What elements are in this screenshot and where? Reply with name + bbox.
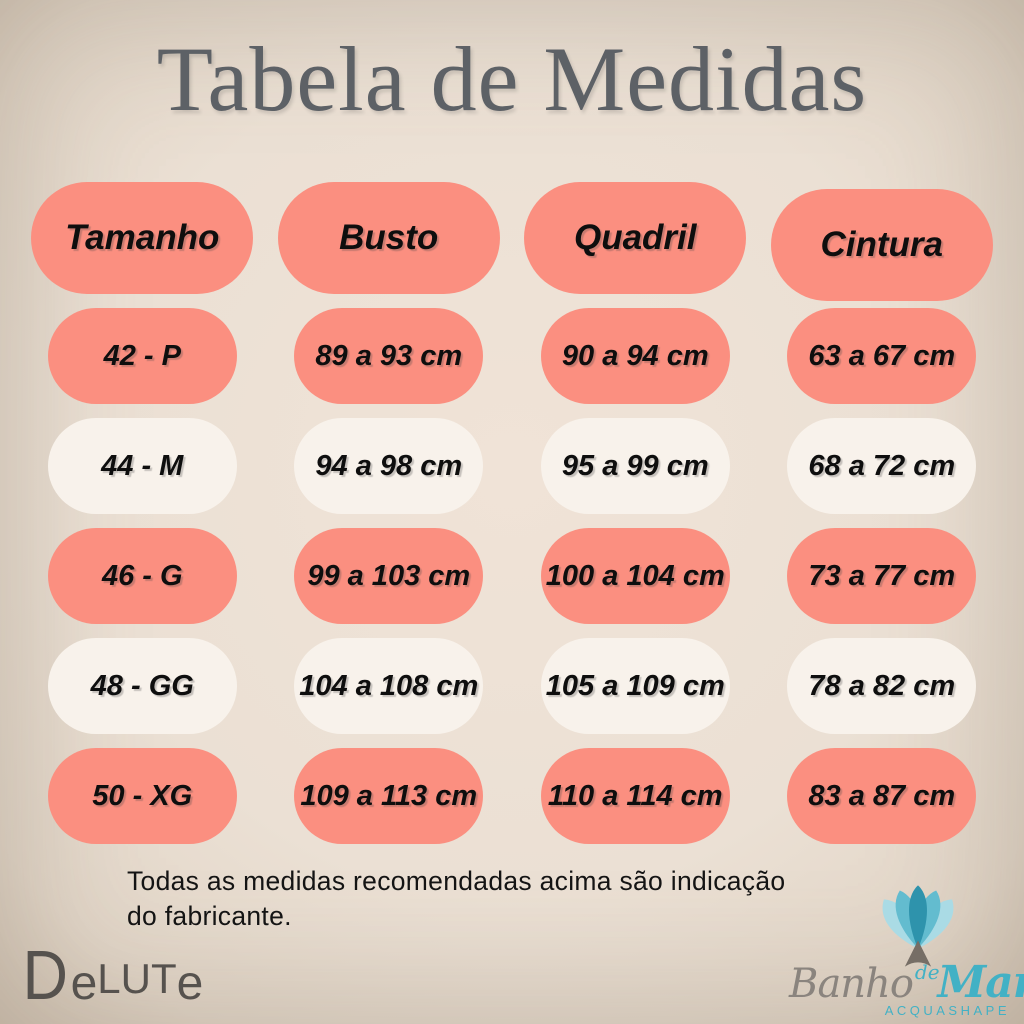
cell-value: 73 a 77 cm <box>808 559 956 592</box>
cell-value: 89 a 93 cm <box>315 339 463 372</box>
cell-value: 78 a 82 cm <box>808 669 956 702</box>
cell-value: 105 a 109 cm <box>545 669 725 702</box>
cell-value: 83 a 87 cm <box>808 779 956 812</box>
banho-de-mar-wordmark: Banho de Mar ® <box>789 961 1024 1005</box>
cell-value: 110 a 114 cm <box>547 779 723 812</box>
delute-letter: D <box>22 936 69 1014</box>
header-pill-tamanho: Tamanho <box>31 182 254 294</box>
cell-busto-50xg: 109 a 113 cm <box>294 748 484 844</box>
cell-busto-42p: 89 a 93 cm <box>294 308 484 404</box>
cell-size-42p: 42 - P <box>47 308 237 404</box>
cell-value: 63 a 67 cm <box>808 339 956 372</box>
shell-icon <box>882 885 954 967</box>
cell-cintura-50xg: 83 a 87 cm <box>787 748 977 844</box>
header-label: Busto <box>339 218 439 257</box>
header-label: Tamanho <box>65 218 220 257</box>
header-label: Quadril <box>573 218 697 257</box>
delute-letter: e <box>176 957 204 1010</box>
brand-word-de: de <box>914 960 940 984</box>
cell-value: 90 a 94 cm <box>561 339 709 372</box>
cell-quadril-44m: 95 a 99 cm <box>540 418 730 514</box>
cell-value: 50 - XG <box>92 779 193 812</box>
cell-quadril-50xg: 110 a 114 cm <box>540 748 730 844</box>
header-label: Cintura <box>820 225 943 264</box>
cell-value: 46 - G <box>101 559 183 592</box>
header-pill-quadril: Quadril <box>524 182 747 294</box>
manufacturer-note-line2: do fabricante. <box>127 901 292 931</box>
brand-word-banho: Banho <box>789 961 914 1007</box>
size-table: Tamanho Busto Quadril Cintura 42 - P 89 … <box>24 182 1000 844</box>
delute-logo: D e LUT e <box>20 936 204 1014</box>
cell-value: 109 a 113 cm <box>300 779 478 812</box>
delute-letter: e <box>70 957 98 1010</box>
brand-subtitle: ACQUASHAPE <box>884 1003 1010 1018</box>
cell-cintura-46g: 73 a 77 cm <box>787 528 977 624</box>
header-pill-cintura: Cintura <box>770 189 993 301</box>
cell-quadril-46g: 100 a 104 cm <box>540 528 730 624</box>
banho-de-mar-logo: Banho de Mar ® ACQUASHAPE <box>789 883 1024 1018</box>
delute-letters: LUT <box>97 955 177 1002</box>
cell-size-48gg: 48 - GG <box>47 638 237 734</box>
manufacturer-note-line1: Todas as medidas recomendadas acima são … <box>127 866 786 896</box>
cell-busto-48gg: 104 a 108 cm <box>294 638 484 734</box>
cell-cintura-42p: 63 a 67 cm <box>787 308 977 404</box>
cell-value: 99 a 103 cm <box>307 559 471 592</box>
cell-value: 95 a 99 cm <box>561 449 709 482</box>
cell-cintura-44m: 68 a 72 cm <box>787 418 977 514</box>
cell-value: 104 a 108 cm <box>299 669 479 702</box>
cell-value: 44 - M <box>101 449 184 482</box>
cell-size-50xg: 50 - XG <box>47 748 237 844</box>
cell-size-44m: 44 - M <box>47 418 237 514</box>
cell-busto-44m: 94 a 98 cm <box>294 418 484 514</box>
cell-value: 100 a 104 cm <box>545 559 725 592</box>
cell-quadril-48gg: 105 a 109 cm <box>540 638 730 734</box>
cell-cintura-48gg: 78 a 82 cm <box>787 638 977 734</box>
page-title: Tabela de Medidas <box>156 28 868 130</box>
header-pill-busto: Busto <box>277 182 500 294</box>
cell-size-46g: 46 - G <box>47 528 237 624</box>
cell-value: 94 a 98 cm <box>315 449 463 482</box>
cell-value: 68 a 72 cm <box>808 449 956 482</box>
cell-quadril-42p: 90 a 94 cm <box>540 308 730 404</box>
cell-value: 42 - P <box>103 339 181 372</box>
cell-busto-46g: 99 a 103 cm <box>294 528 484 624</box>
cell-value: 48 - GG <box>90 669 194 702</box>
brand-word-mar: Mar <box>937 957 1024 1008</box>
manufacturer-note: Todas as medidas recomendadas acima são … <box>127 864 907 934</box>
